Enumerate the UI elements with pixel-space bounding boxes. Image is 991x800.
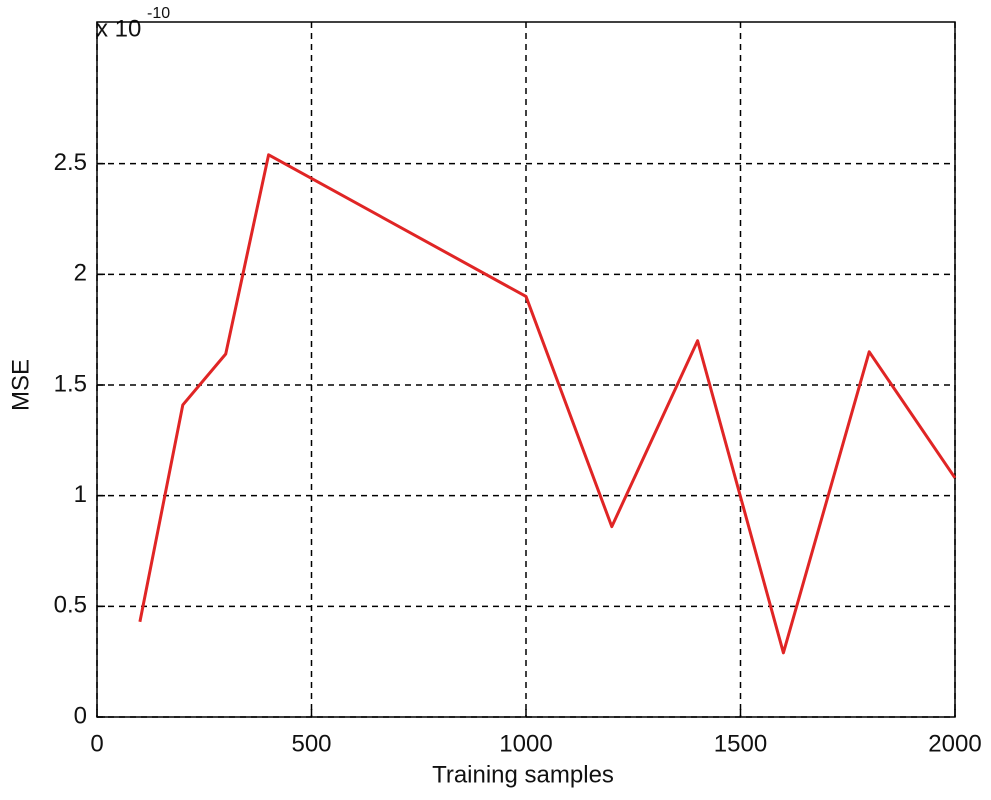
y-multiplier: x 10 [96, 15, 141, 42]
x-axis-label: Training samples [432, 761, 614, 788]
x-tick-label: 1000 [499, 730, 552, 757]
x-tick-label: 500 [291, 730, 331, 757]
x-tick-label: 0 [90, 730, 103, 757]
x-tick-label: 2000 [928, 730, 981, 757]
y-tick-label: 1 [74, 481, 87, 508]
y-exponent: -10 [147, 5, 170, 22]
y-tick-label: 0.5 [54, 592, 87, 619]
y-tick-label: 1.5 [54, 370, 87, 397]
y-tick-label: 2 [74, 260, 87, 287]
y-axis-label: MSE [7, 359, 34, 411]
y-tick-label: 0 [74, 702, 87, 729]
data-line [138, 153, 957, 655]
y-tick-label: 2.5 [54, 149, 87, 176]
plot-frame [96, 21, 956, 718]
x-tick-label: 1500 [714, 730, 767, 757]
